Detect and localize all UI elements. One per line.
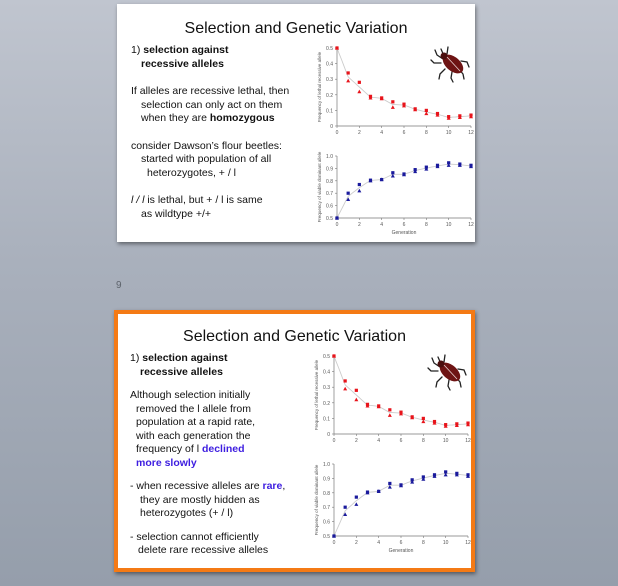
slide-body-text: 1) selection against recessive alleles A…	[130, 352, 286, 556]
svg-text:0: 0	[336, 222, 339, 228]
svg-text:0: 0	[327, 432, 330, 438]
svg-text:8: 8	[422, 438, 425, 444]
svg-text:0.1: 0.1	[326, 108, 333, 114]
svg-text:0.4: 0.4	[323, 370, 330, 376]
svg-text:4: 4	[377, 540, 380, 546]
svg-text:6: 6	[400, 540, 403, 546]
svg-text:0.8: 0.8	[323, 491, 330, 497]
svg-text:0: 0	[330, 124, 333, 130]
svg-text:2: 2	[358, 130, 361, 136]
svg-text:12: 12	[468, 222, 474, 228]
svg-text:8: 8	[425, 222, 428, 228]
slide-thumbnail-8[interactable]: Selection and Genetic Variation 1) selec…	[117, 4, 475, 242]
svg-text:10: 10	[446, 130, 452, 136]
svg-text:0.3: 0.3	[323, 385, 330, 391]
slide-title: Selection and Genetic Variation	[183, 328, 406, 345]
svg-text:4: 4	[380, 222, 383, 228]
svg-text:0.9: 0.9	[326, 166, 333, 172]
svg-text:4: 4	[380, 130, 383, 136]
svg-text:1.0: 1.0	[326, 154, 333, 160]
svg-text:0.8: 0.8	[326, 179, 333, 185]
chart-lethal-allele: 0 0.1 0.2 0.3 0.4 0.5 0 2 4 6 8 10 12 Frequency of le…	[307, 42, 477, 140]
svg-text:0.7: 0.7	[323, 505, 330, 511]
svg-text:12: 12	[465, 540, 471, 546]
svg-text:12: 12	[465, 438, 471, 444]
slide-title: Selection and Genetic Variation	[184, 20, 408, 37]
svg-text:Frequency of lethal recessive: Frequency of lethal recessive allele	[317, 51, 322, 122]
svg-text:0.4: 0.4	[326, 62, 333, 68]
beetle-icon	[424, 350, 468, 399]
svg-text:0.6: 0.6	[323, 520, 330, 526]
svg-text:0.5: 0.5	[323, 354, 330, 360]
slide-number: 9	[116, 280, 122, 291]
svg-text:0.2: 0.2	[323, 401, 330, 407]
svg-text:Frequency of viable dominant a: Frequency of viable dominant allele	[314, 464, 319, 535]
svg-text:6: 6	[403, 130, 406, 136]
svg-text:0.9: 0.9	[323, 476, 330, 482]
svg-text:0.5: 0.5	[323, 534, 330, 540]
svg-text:0: 0	[333, 438, 336, 444]
beetle-icon	[427, 42, 471, 91]
svg-text:10: 10	[443, 438, 449, 444]
chart-viable-allele: 0.5 0.6 0.7 0.8 0.9 1.0 0 2 4 6 8 10 12 Frequency of …	[307, 150, 477, 240]
svg-text:10: 10	[443, 540, 449, 546]
svg-text:2: 2	[355, 438, 358, 444]
svg-text:10: 10	[446, 222, 452, 228]
slide-thumbnail-9-selected[interactable]: Selection and Genetic Variation 1) selec…	[114, 310, 475, 572]
svg-text:0.2: 0.2	[326, 93, 333, 99]
svg-text:1.0: 1.0	[323, 462, 330, 468]
svg-text:0.6: 0.6	[326, 204, 333, 210]
chart-viable-allele: 0.5 0.6 0.7 0.8 0.9 1.0 0 2 4 6 8 10 12 Frequency of …	[304, 458, 474, 558]
chart-lethal-allele: 0 0.1 0.2 0.3 0.4 0.5 0 2 4 6 8 10 12 Frequency of le…	[304, 350, 474, 448]
svg-text:Generation: Generation	[389, 548, 414, 554]
svg-text:2: 2	[355, 540, 358, 546]
svg-text:6: 6	[403, 222, 406, 228]
svg-text:Generation: Generation	[392, 230, 417, 236]
svg-text:0.3: 0.3	[326, 77, 333, 83]
svg-text:4: 4	[377, 438, 380, 444]
svg-text:0.5: 0.5	[326, 46, 333, 52]
svg-text:12: 12	[468, 130, 474, 136]
svg-text:8: 8	[425, 130, 428, 136]
svg-text:8: 8	[422, 540, 425, 546]
svg-text:0.7: 0.7	[326, 191, 333, 197]
svg-text:6: 6	[400, 438, 403, 444]
slide-body-text: 1) selection against recessive alleles I…	[131, 44, 290, 220]
svg-text:0.1: 0.1	[323, 416, 330, 422]
svg-text:Frequency of viable dominant a: Frequency of viable dominant allele	[317, 151, 322, 222]
svg-text:0: 0	[333, 540, 336, 546]
svg-text:Frequency of lethal recessive: Frequency of lethal recessive allele	[314, 359, 319, 430]
svg-text:0.5: 0.5	[326, 216, 333, 222]
svg-text:2: 2	[358, 222, 361, 228]
svg-text:0: 0	[336, 130, 339, 136]
